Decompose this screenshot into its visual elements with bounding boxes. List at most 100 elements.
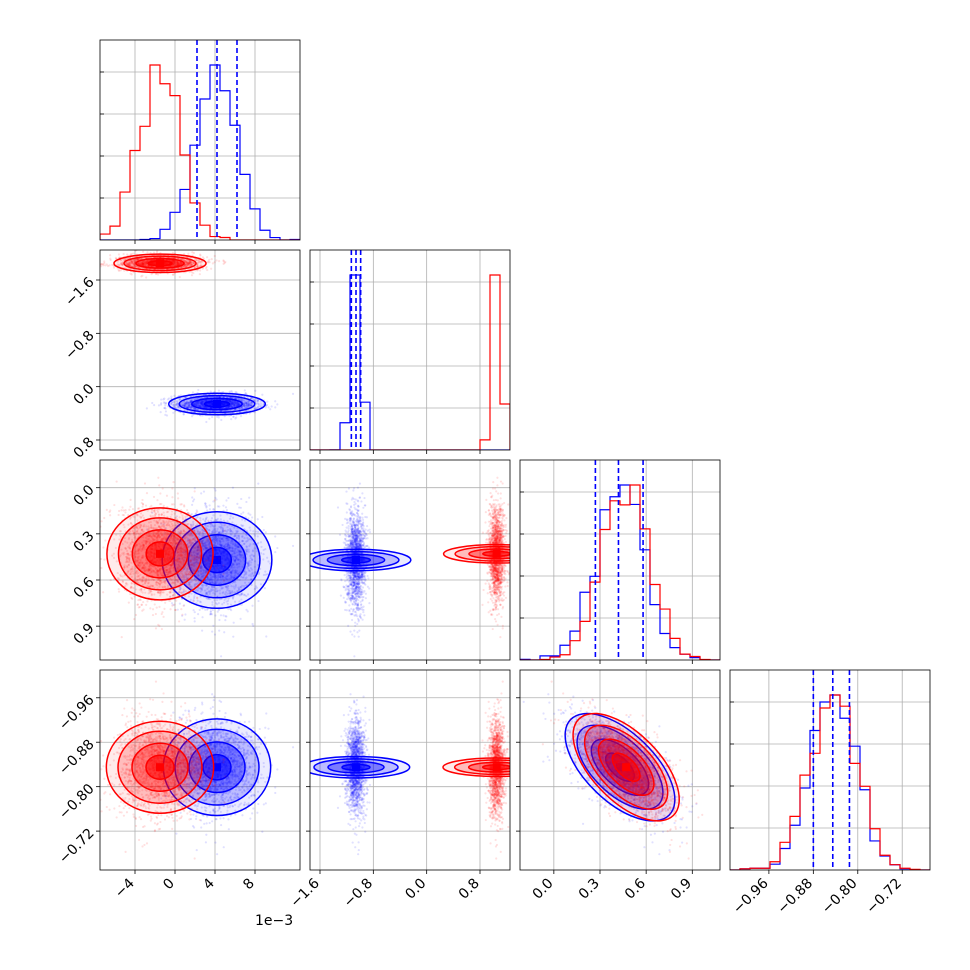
scatter-point [245,500,248,504]
panel-1-0: 0.80.0−0.8−1.6 [62,249,301,461]
scatter-point [201,404,204,408]
scatter-point [200,402,203,405]
scatter-point [247,403,250,406]
scatter-point [205,399,208,402]
scatter-point [173,405,176,408]
scatter-point [231,405,234,408]
scatter-point [197,402,200,405]
scatter-point [234,401,237,404]
scatter-point [170,400,174,403]
scatter-point [199,401,202,404]
scatter-point [220,655,223,658]
scatter-point [132,252,135,255]
scatter-point [245,404,248,407]
scatter-point [165,402,168,405]
scatter-point [253,399,257,402]
scatter-point [243,402,246,405]
scatter-point [190,406,194,409]
scatter-point [253,408,256,411]
scatter-point [193,487,196,490]
scatter-point [236,402,239,405]
scatter-point [237,403,241,406]
scatter-point [193,403,196,406]
scatter-point [186,403,190,406]
scatter-point [211,407,214,410]
scatter-point [236,401,239,405]
scatter-point [216,415,219,418]
scatter-point [235,401,238,404]
scatter-point [196,401,199,405]
scatter-point [170,402,173,406]
scatter-point [225,399,228,402]
scatter-point [197,408,200,411]
scatter-point [245,403,248,407]
panels-layer: 0.80.0−0.8−1.60.90.60.30.0−4 0 4 8−0.72−0.8… [56,39,931,917]
scatter-point [186,406,189,409]
scatter-point [217,395,221,399]
scatter-point [201,616,204,619]
scatter-point [145,407,148,410]
scatter-point [194,401,197,404]
scatter-point [200,400,203,403]
scatter-point [215,395,219,399]
scatter-point [232,400,235,404]
scatter-point [198,402,201,405]
scatter-point [185,403,188,406]
scatter-point [247,403,250,407]
scatter-point [245,400,248,403]
scatter-point [231,402,234,406]
scatter-point [206,268,209,272]
scatter-point [178,602,182,605]
scatter-point [201,405,204,408]
scatter-point [195,402,198,405]
scatter-point [202,400,205,404]
scatter-point [192,407,196,410]
scatter-point [188,401,192,404]
scatter-point [203,406,206,409]
scatter-point [236,401,239,404]
scatter-point [185,406,188,409]
scatter-point [191,391,194,394]
scatter-point [174,406,178,409]
scatter-point [192,403,196,406]
scatter-point [231,486,235,489]
scatter-point [257,405,260,408]
scatter-point [196,613,200,616]
scatter-point [188,406,191,409]
scatter-point [190,410,194,413]
scatter-point [178,399,181,402]
scatter-point [191,503,194,506]
scatter-point [196,264,199,267]
histogram-1 [100,64,300,240]
scatter-point [276,403,279,406]
scatter-point [188,405,191,409]
scatter-point [199,269,202,272]
scatter-point [208,504,211,507]
scatter-point [189,405,193,408]
scatter-point [245,406,248,409]
scatter-point [255,400,259,403]
panel-frame [99,39,301,241]
scatter-point [243,404,246,407]
scatter-point [243,403,246,406]
scatter-point [242,401,245,404]
scatter-point [224,506,228,509]
scatter-point [190,274,194,277]
scatter-point [200,402,203,406]
scatter-point [230,403,233,406]
scatter-point [211,262,214,265]
scatter-point [181,401,184,404]
scatter-point [194,407,197,410]
scatter-point [291,392,295,395]
scatter-point [189,401,192,404]
scatter-point [202,400,205,404]
scatter-point [194,408,197,411]
scatter-point [234,408,237,411]
scatter-point [274,551,277,554]
scatter-point [176,400,179,403]
scatter-point [239,406,243,409]
scatter-point [248,412,251,415]
scatter-point [176,404,179,407]
scatter-point [189,406,193,410]
scatter-point [172,273,175,276]
